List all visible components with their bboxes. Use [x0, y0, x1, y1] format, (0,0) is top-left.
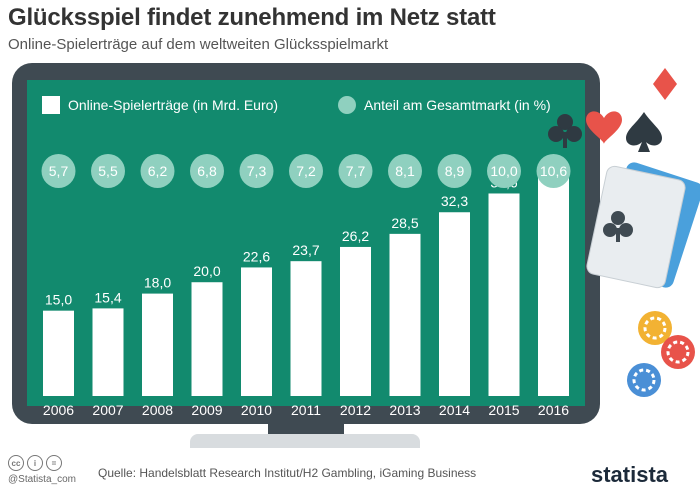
share-value-label: 8,1: [395, 163, 415, 179]
bar-value-label: 22,6: [243, 248, 270, 264]
share-circle: [190, 154, 224, 188]
diamond-suit-icon: [653, 68, 677, 100]
bar: [43, 310, 74, 396]
share-value-label: 6,8: [197, 163, 217, 179]
share-value-label: 7,7: [346, 163, 366, 179]
share-circle: [91, 154, 125, 188]
share-circle: [437, 154, 472, 188]
share-circle: [487, 154, 521, 188]
monitor-stand-base: [190, 434, 420, 448]
share-circle: [239, 154, 274, 188]
bar: [538, 174, 569, 396]
share-circle: [289, 154, 323, 188]
legend-circles: Anteil am Gesamtmarkt (in %): [338, 96, 551, 114]
share-value-label: 7,3: [247, 163, 267, 179]
bar-value-label: 15,0: [45, 292, 72, 308]
footer-handle: @Statista_com: [8, 474, 76, 485]
bar: [389, 233, 421, 396]
share-value-label: 7,2: [296, 163, 316, 179]
x-tick-label: 2009: [191, 402, 222, 418]
x-tick-label: 2016: [538, 402, 569, 418]
bar: [488, 193, 520, 396]
bar-value-label: 26,2: [342, 228, 369, 244]
club-suit-icon: [548, 114, 582, 148]
chart-subtitle: Online-Spielerträge auf dem weltweiten G…: [8, 36, 389, 53]
attribution-icon: i: [27, 455, 43, 471]
bar-value-label: 20,0: [193, 263, 220, 279]
bar-value-label: 28,5: [391, 215, 418, 231]
license-icons: cc i =: [8, 455, 65, 471]
bar: [142, 293, 173, 396]
bar: [191, 282, 223, 396]
no-derivatives-icon: =: [46, 455, 62, 471]
x-tick-label: 2014: [439, 402, 470, 418]
casino-decoration: [586, 68, 700, 397]
share-value-label: 5,5: [98, 163, 118, 179]
legend-circles-label: Anteil am Gesamtmarkt (in %): [364, 97, 551, 113]
bar-value-label: 32,3: [441, 193, 468, 209]
share-circle: [140, 154, 175, 188]
share-value-label: 5,7: [49, 163, 69, 179]
cc-license-icon: cc: [8, 455, 24, 471]
legend-circles-swatch: [338, 96, 356, 114]
share-circle: [536, 154, 571, 188]
share-value-label: 6,2: [148, 163, 168, 179]
share-circle: [338, 154, 373, 188]
source-note: Quelle: Handelsblatt Research Institut/H…: [98, 466, 477, 480]
x-tick-label: 2012: [340, 402, 371, 418]
share-value-label: 8,9: [445, 163, 465, 179]
bar: [92, 308, 124, 396]
heart-suit-icon: [586, 111, 622, 144]
bar-value-label: 15,4: [94, 289, 121, 305]
brand-logo: statista: [591, 462, 669, 487]
x-tick-label: 2008: [142, 402, 173, 418]
x-tick-label: 2011: [291, 402, 321, 418]
legend-bars: Online-Spielerträge (in Mrd. Euro): [42, 96, 278, 114]
bar: [340, 246, 371, 396]
share-circle: [41, 154, 76, 188]
share-circle: [388, 154, 422, 188]
share-value-label: 10,6: [540, 163, 567, 179]
x-tick-label: 2007: [92, 402, 123, 418]
chart-title: Glücksspiel findet zunehmend im Netz sta…: [8, 4, 496, 31]
x-tick-label: 2010: [241, 402, 272, 418]
x-tick-label: 2015: [488, 402, 519, 418]
playing-cards-icon: [586, 162, 700, 289]
bar: [439, 212, 470, 396]
legend-bars-label: Online-Spielerträge (in Mrd. Euro): [68, 97, 279, 113]
legend-bars-swatch: [42, 96, 60, 114]
bar-value-label: 18,0: [144, 275, 171, 291]
bar-value-label: 23,7: [292, 242, 319, 258]
share-value-label: 10,0: [490, 163, 517, 179]
spade-suit-icon: [626, 112, 662, 152]
casino-chips-icon: [627, 311, 695, 397]
x-tick-label: 2006: [43, 402, 74, 418]
x-tick-label: 2013: [389, 402, 420, 418]
bar: [241, 267, 272, 396]
bar: [290, 261, 322, 396]
